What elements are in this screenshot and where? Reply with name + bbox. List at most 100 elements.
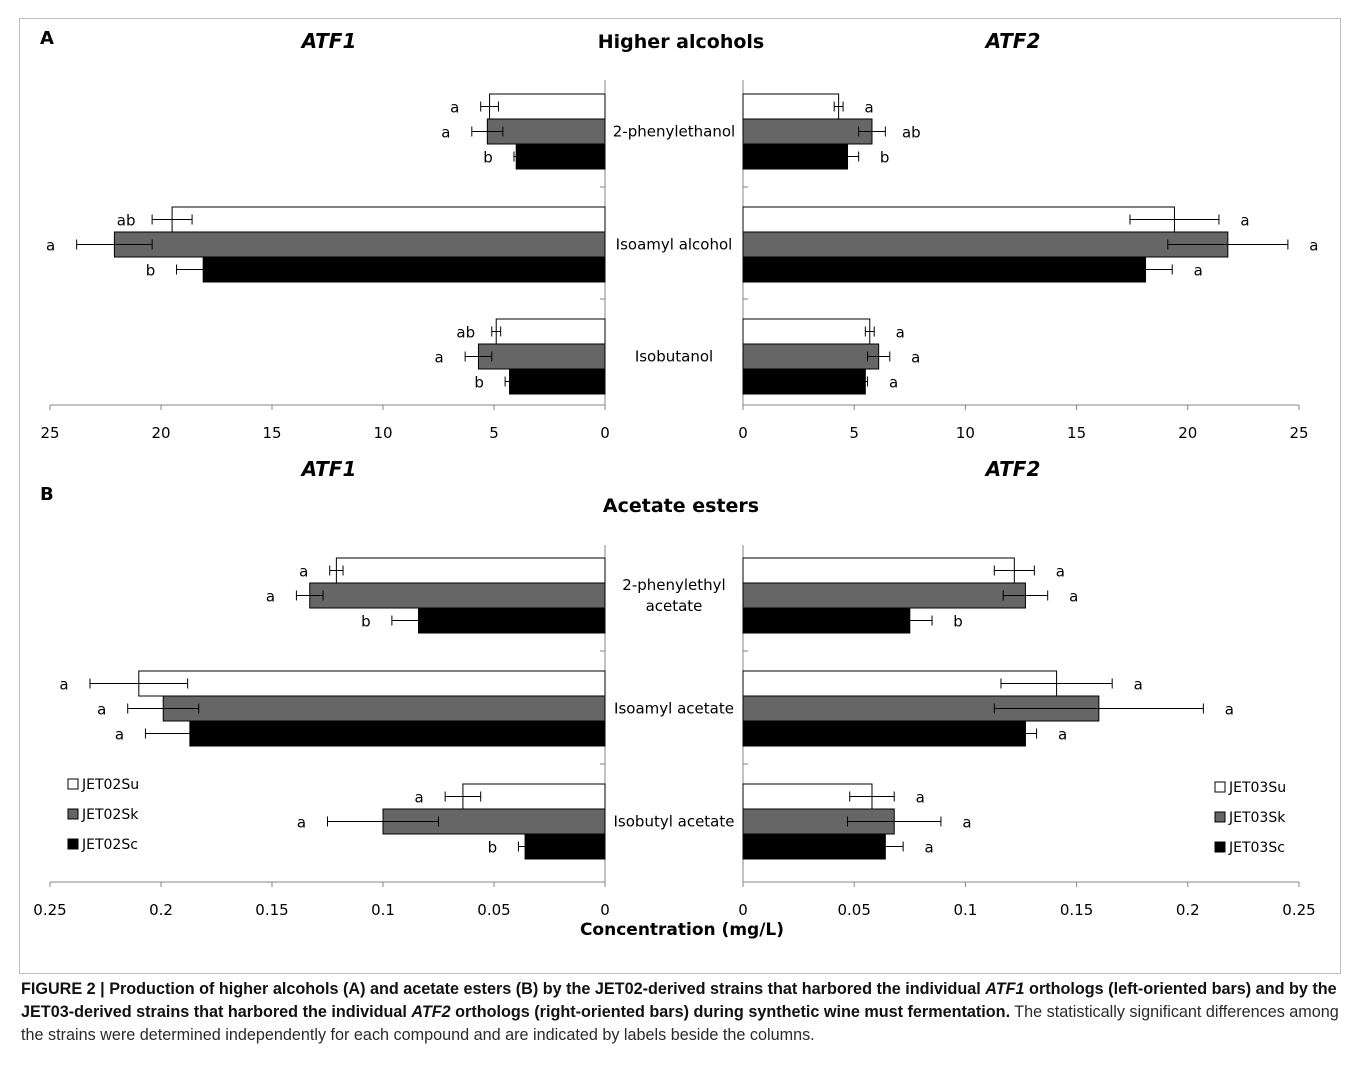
left-bar-sc [524,833,606,860]
right-significance-letter: a [1240,212,1249,230]
panel-b: B ATF1 ATF2 Acetate esters 0 0 0.05 0.05 0.1 0.1 0… [33,457,1315,919]
legend-right: JET03Su JET03Sk JET03Sc [1214,780,1286,856]
left-bar-sk [309,582,606,609]
left-significance-letter: a [266,588,275,606]
right-x-tick-label: 0.25 [1282,901,1315,919]
caption-label: FIGURE 2 | [21,980,110,998]
left-bar-sc [515,143,606,170]
chart-title: Higher alcohols [598,31,764,53]
right-significance-letter: a [1194,262,1203,280]
left-bar-sc [509,368,606,395]
caption-body: The statistically significant difference… [21,1003,1339,1044]
right-significance-letter: a [889,374,898,392]
right-x-tick-label: 0.1 [953,901,977,919]
left-significance-letter: b [474,374,484,392]
right-bar-sc [742,720,1026,747]
left-significance-letter: b [146,262,156,280]
right-bar-sc [742,833,886,860]
right-significance-letter: a [916,789,925,807]
left-significance-letter: a [46,237,55,255]
right-significance-letter: a [1056,563,1065,581]
caption-bold-part-2: orthologs (left-oriented bars) and by th… [21,980,1337,1021]
right-significance-letter: a [896,324,905,342]
left-bar-su [335,557,606,584]
chart-title: Acetate esters [603,495,759,517]
right-chart-title: ATF2 [984,457,1041,481]
right-x-tick-label: 10 [956,424,975,442]
right-bar-sk [742,582,1026,609]
right-significance-letter: a [1309,237,1318,255]
legend-swatch-su [67,778,79,790]
left-bar-su [495,318,606,345]
right-significance-letter: a [962,814,971,832]
x-axis-title: Concentration (mg/L) [580,920,784,940]
left-significance-letter: b [488,839,498,857]
caption-gene-atf2: ATF2 [411,1003,451,1021]
left-significance-letter: ab [117,212,136,230]
right-bar-sc [742,256,1147,283]
left-x-tick-label: 25 [40,424,59,442]
left-significance-letter: a [435,349,444,367]
right-x-tick-label: 5 [849,424,859,442]
right-significance-letter: a [1225,701,1234,719]
right-bar-su [742,557,1015,584]
right-bar-sc [742,607,911,634]
left-significance-letter: a [115,726,124,744]
right-x-tick-label: 15 [1067,424,1086,442]
category-label: Isobutyl acetate [614,813,735,831]
category-label: Isobutanol [635,348,713,366]
right-x-tick-label: 25 [1289,424,1308,442]
left-x-tick-label: 0.25 [33,901,66,919]
left-bar-sk [486,118,606,145]
left-significance-letter: b [361,613,371,631]
left-significance-letter: ab [456,324,475,342]
category-label: Isoamyl acetate [614,700,734,718]
legend-label-sk: JET02Sk [81,807,139,823]
left-x-tick-label: 10 [373,424,392,442]
right-significance-letter: a [1134,676,1143,694]
right-significance-letter: ab [902,124,921,142]
left-x-tick-label: 15 [262,424,281,442]
right-chart-title: ATF2 [984,29,1041,53]
category-label: acetate [646,597,703,615]
left-chart-title: ATF1 [300,457,357,481]
left-bar-sc [189,720,606,747]
left-significance-letter: b [483,149,493,167]
left-x-tick-label: 0.1 [371,901,395,919]
right-bar-su [742,93,840,120]
left-x-tick-label: 0 [600,424,610,442]
left-bar-su [171,206,606,233]
legend-label-sc: JET03Sc [1228,840,1285,856]
left-significance-letter: a [297,814,306,832]
right-bar-su [742,318,871,345]
left-x-tick-label: 0.15 [255,901,288,919]
left-bar-sk [162,695,606,722]
right-bar-su [742,206,1175,233]
right-significance-letter: b [953,613,963,631]
right-significance-letter: a [864,99,873,117]
right-x-tick-label: 0.2 [1176,901,1200,919]
figure-frame [19,18,1341,974]
category-label: 2-phenylethanol [613,123,735,141]
legend-swatch-sc [67,838,79,850]
panel-a: A ATF1 ATF2 Higher alcohols 0 0 5 5 10 10 15 15 20 20… [40,28,1318,442]
legend-swatch-sk [67,808,79,820]
category-label: 2-phenylethyl [622,576,725,594]
caption-bold-part-1: Production of higher alcohols (A) and ac… [109,980,986,998]
legend-swatch-su [1214,781,1226,793]
right-x-tick-label: 20 [1178,424,1197,442]
left-significance-letter: a [299,563,308,581]
legend-label-sk: JET03Sk [1228,810,1286,826]
right-significance-letter: a [911,349,920,367]
right-x-tick-label: 0 [738,901,748,919]
butterfly-bar-charts: A ATF1 ATF2 Higher alcohols 0 0 5 5 10 10 15 15 20 20… [33,28,1318,940]
right-bar-sk [742,343,880,370]
left-bar-sc [202,256,606,283]
left-bar-su [489,93,606,120]
right-bar-sk [742,231,1229,258]
legend-label-su: JET02Su [81,777,139,793]
right-bar-sc [742,143,849,170]
left-significance-letter: a [415,789,424,807]
panel-letter: B [40,484,54,505]
left-bar-sc [418,607,606,634]
